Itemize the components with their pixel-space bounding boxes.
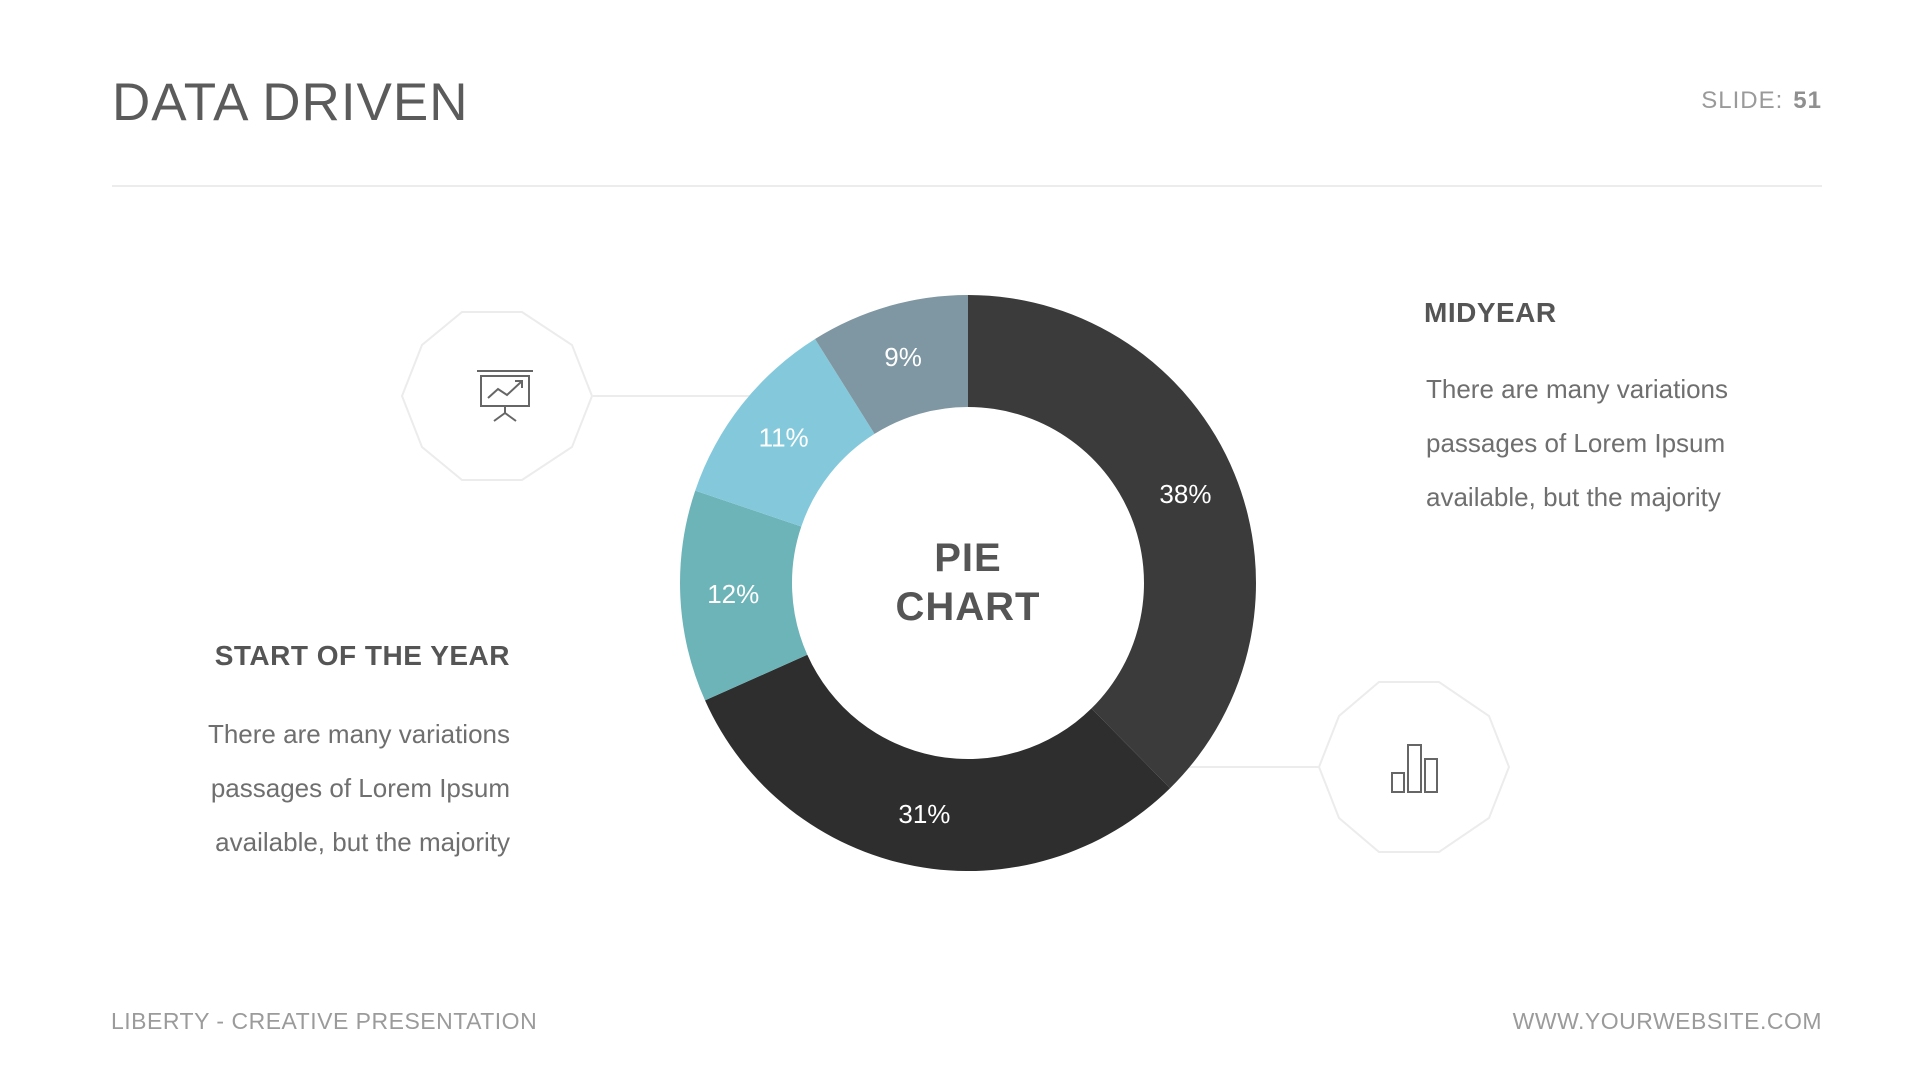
footer-website: WWW.YOURWEBSITE.COM (1512, 1008, 1822, 1034)
footer-presentation-name: LIBERTY - CREATIVE PRESENTATION (111, 1008, 538, 1034)
pie-slices (680, 295, 1256, 871)
midyear-heading: MIDYEAR (1424, 297, 1557, 328)
pie-slice-label-5: 9% (884, 342, 922, 372)
pie-slice-1 (968, 295, 1256, 789)
pie-slice-labels: 38% 31% 12% 11% 9% (707, 342, 1211, 829)
center-label-line-2: CHART (896, 585, 1041, 629)
left-icon-badge (400, 311, 594, 481)
start-of-year-line-3: available, but the majority (215, 827, 510, 857)
midyear-description: There are many variations passages of Lo… (1426, 362, 1728, 524)
bar-chart-icon (1391, 744, 1438, 793)
midyear-line-3: available, but the majority (1426, 482, 1721, 512)
pie-slice-label-3: 12% (707, 579, 759, 609)
page-title: DATA DRIVEN (112, 73, 469, 132)
pie-slice-2 (705, 654, 1171, 871)
pie-slice-5 (815, 295, 968, 434)
pie-slice-label-2: 31% (898, 799, 950, 829)
pie-slice-label-4: 11% (759, 422, 809, 452)
presentation-board-icon (477, 370, 533, 422)
right-icon-badge (1317, 681, 1511, 853)
start-of-year-description: There are many variations passages of Lo… (150, 707, 510, 869)
slide-number-label: SLIDE: (1701, 87, 1784, 114)
midyear-line-2: passages of Lorem Ipsum (1426, 428, 1726, 458)
slide-number: SLIDE: 51 (1701, 87, 1822, 115)
start-of-year-line-2: passages of Lorem Ipsum (210, 773, 510, 803)
slide-number-value: 51 (1793, 87, 1822, 114)
midyear-line-1: There are many variations (1426, 374, 1729, 404)
header-divider (112, 185, 1822, 187)
start-of-year-heading: START OF THE YEAR (214, 640, 510, 671)
left-octagon (400, 311, 594, 481)
right-octagon (1317, 681, 1511, 853)
start-of-year-line-1: There are many variations (207, 719, 510, 749)
pie-slice-label-1: 38% (1159, 479, 1211, 509)
center-label-line-1: PIE (934, 536, 1001, 580)
pie-slice-3 (680, 490, 808, 701)
pie-slice-4 (695, 338, 875, 527)
